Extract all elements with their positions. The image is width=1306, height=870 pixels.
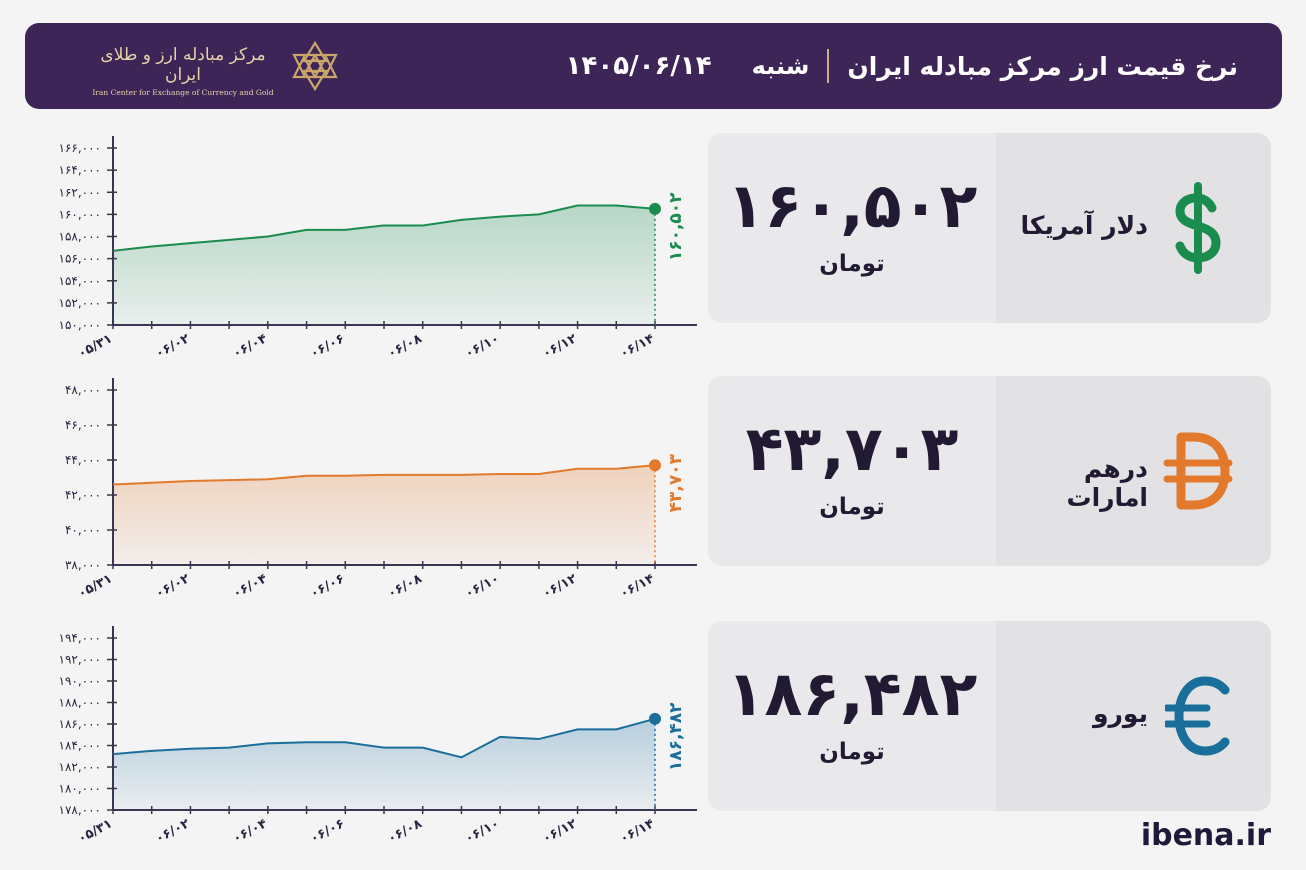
x-tick-label: ۰۶/۱۴: [618, 816, 657, 846]
y-tick-label: ۱۵۲,۰۰۰: [59, 296, 102, 310]
last-point-marker: [649, 459, 661, 472]
area-fill: [113, 205, 655, 325]
currency-value: ۱۶۰,۵۰۲: [726, 169, 978, 242]
x-tick-label: ۰۶/۰۲: [153, 816, 192, 846]
logo: مرکز مبادله ارز و طلای ایران Iran Center…: [83, 37, 343, 97]
y-tick-label: ۴۰,۰۰۰: [65, 523, 101, 537]
y-tick-label: ۱۵۸,۰۰۰: [59, 230, 102, 244]
area-fill: [113, 465, 655, 565]
y-tick-label: ۴۶,۰۰۰: [65, 418, 101, 432]
y-tick-label: ۱۵۶,۰۰۰: [59, 252, 102, 266]
currency-name: یورو: [1093, 699, 1148, 728]
currency-card-aed: درهم امارات ۴۳,۷۰۳ تومان: [708, 376, 1271, 566]
y-tick-label: ۱۸۶,۰۰۰: [59, 717, 102, 731]
x-tick-label: ۰۶/۰۶: [308, 816, 347, 846]
x-tick-label: ۰۶/۱۰: [463, 331, 502, 361]
series-line: [112, 717, 656, 759]
currency-unit: تومان: [819, 251, 885, 277]
euro-sign-icon: [1163, 666, 1233, 766]
x-tick-label: ۰۶/۰۸: [385, 331, 424, 361]
y-tick-label: ۴۲,۰۰۰: [65, 488, 101, 502]
x-tick-label: ۰۶/۰۴: [230, 571, 269, 601]
last-value-label: ۴۳,۷۰۳: [666, 453, 686, 512]
x-tick-label: ۰۶/۱۲: [540, 331, 579, 361]
x-tick-label: ۰۵/۳۱: [76, 331, 115, 361]
y-tick-label: ۱۹۴,۰۰۰: [59, 631, 102, 645]
currency-name: دلار آمریکا: [1020, 211, 1148, 240]
currency-value: ۱۸۶,۴۸۲: [726, 657, 978, 730]
header-divider: [827, 49, 830, 83]
x-tick-label: ۰۶/۰۸: [385, 816, 424, 846]
x-tick-label: ۰۵/۳۱: [76, 816, 115, 846]
x-tick-label: ۰۶/۰۲: [153, 571, 192, 601]
currency-card-usd: دلار آمریکا ۱۶۰,۵۰۲ تومان: [708, 133, 1271, 323]
x-tick-label: ۰۶/۰۸: [385, 571, 424, 601]
x-tick-label: ۰۶/۱۴: [618, 331, 657, 361]
header-banner: مرکز مبادله ارز و طلای ایران Iran Center…: [25, 23, 1282, 109]
usd-price-chart: ۱۵۰,۰۰۰ ۱۵۲,۰۰۰ ۱۵۴,۰۰۰ ۱۵۶,۰۰۰ ۱۵۸,۰۰۰ ۱۶۰,۰…: [0, 125, 720, 365]
currency-unit: تومان: [819, 494, 885, 520]
header-date: ۱۴۰۵/۰۶/۱۴: [565, 51, 712, 81]
header-title-group: نرخ قیمت ارز مرکز مبادله ایران شنبه ۱۴۰۵…: [566, 43, 1238, 89]
logo-mark-icon: [292, 40, 338, 92]
x-tick-label: ۰۶/۰۴: [230, 816, 269, 846]
y-tick-label: ۱۷۸,۰۰۰: [59, 803, 102, 817]
currency-name: درهم امارات: [1066, 454, 1148, 512]
page-title: نرخ قیمت ارز مرکز مبادله ایران: [847, 51, 1238, 81]
currency-card-panel: [996, 621, 1271, 811]
currency-card-eur: یورو ۱۸۶,۴۸۲ تومان: [708, 621, 1271, 811]
x-tick-label: ۰۶/۱۲: [540, 816, 579, 846]
x-tick-label: ۰۶/۱۴: [618, 571, 657, 601]
logo-text-en: Iran Center for Exchange of Currency and…: [92, 88, 274, 97]
last-point-marker: [649, 712, 661, 725]
y-tick-label: ۱۶۲,۰۰۰: [59, 185, 102, 199]
area-fill: [113, 718, 655, 810]
y-tick-label: ۱۶۶,۰۰۰: [59, 141, 102, 155]
y-tick-label: ۴۸,۰۰۰: [65, 383, 101, 397]
dirham-sign-icon: [1163, 421, 1233, 521]
last-value-label: ۱۶۰,۵۰۲: [666, 192, 686, 261]
x-tick-label: ۰۶/۱۲: [540, 571, 579, 601]
last-value-label: ۱۸۶,۴۸۲: [666, 702, 686, 771]
series-line: [112, 464, 656, 486]
y-tick-label: ۱۹۲,۰۰۰: [59, 653, 102, 667]
y-tick-label: ۳۸,۰۰۰: [65, 558, 101, 572]
x-tick-label: ۰۶/۰۴: [230, 331, 269, 361]
x-tick-label: ۰۶/۱۰: [463, 571, 502, 601]
eur-chart-svg: ۱۷۸,۰۰۰ ۱۸۰,۰۰۰ ۱۸۲,۰۰۰ ۱۸۴,۰۰۰ ۱۸۶,۰۰۰ ۱۸۸,۰…: [59, 626, 697, 847]
series-line: [112, 204, 656, 252]
x-tick-label: ۰۶/۱۰: [463, 816, 502, 846]
logo-text-fa: مرکز مبادله ارز و طلای ایران: [100, 45, 266, 85]
y-tick-label: ۱۸۸,۰۰۰: [59, 696, 102, 710]
dollar-sign-icon: [1163, 178, 1233, 278]
y-tick-label: ۴۴,۰۰۰: [65, 453, 101, 467]
last-point-marker: [649, 202, 661, 215]
header-day: شنبه: [751, 52, 810, 80]
y-tick-label: ۱۸۴,۰۰۰: [59, 739, 102, 753]
currency-card-panel: [996, 133, 1271, 323]
y-tick-label: ۱۶۴,۰۰۰: [59, 163, 102, 177]
y-tick-label: ۱۸۲,۰۰۰: [59, 760, 102, 774]
eur-price-chart: ۱۷۸,۰۰۰ ۱۸۰,۰۰۰ ۱۸۲,۰۰۰ ۱۸۴,۰۰۰ ۱۸۶,۰۰۰ ۱۸۸,۰…: [0, 618, 720, 858]
y-tick-label: ۱۵۰,۰۰۰: [59, 318, 102, 332]
y-tick-label: ۱۸۰,۰۰۰: [59, 782, 102, 796]
footer-site: ibena.ir: [1140, 818, 1271, 853]
x-tick-label: ۰۶/۰۶: [308, 571, 347, 601]
y-tick-label: ۱۹۰,۰۰۰: [59, 674, 102, 688]
y-tick-label: ۱۶۰,۰۰۰: [59, 207, 102, 221]
y-tick-label: ۱۵۴,۰۰۰: [59, 274, 102, 288]
currency-unit: تومان: [819, 739, 885, 765]
aed-price-chart: ۳۸,۰۰۰ ۴۰,۰۰۰ ۴۲,۰۰۰ ۴۴,۰۰۰ ۴۶,۰۰۰ ۴۸,۰۰۰ ۰۵/۳…: [0, 368, 720, 608]
x-tick-label: ۰۵/۳۱: [76, 571, 115, 601]
currency-value: ۴۳,۷۰۳: [745, 412, 959, 485]
usd-chart-svg: ۱۵۰,۰۰۰ ۱۵۲,۰۰۰ ۱۵۴,۰۰۰ ۱۵۶,۰۰۰ ۱۵۸,۰۰۰ ۱۶۰,۰…: [59, 136, 697, 362]
x-tick-label: ۰۶/۰۶: [308, 331, 347, 361]
x-tick-label: ۰۶/۰۲: [153, 331, 192, 361]
aed-chart-svg: ۳۸,۰۰۰ ۴۰,۰۰۰ ۴۲,۰۰۰ ۴۴,۰۰۰ ۴۶,۰۰۰ ۴۸,۰۰۰ ۰۵/۳…: [65, 378, 697, 602]
